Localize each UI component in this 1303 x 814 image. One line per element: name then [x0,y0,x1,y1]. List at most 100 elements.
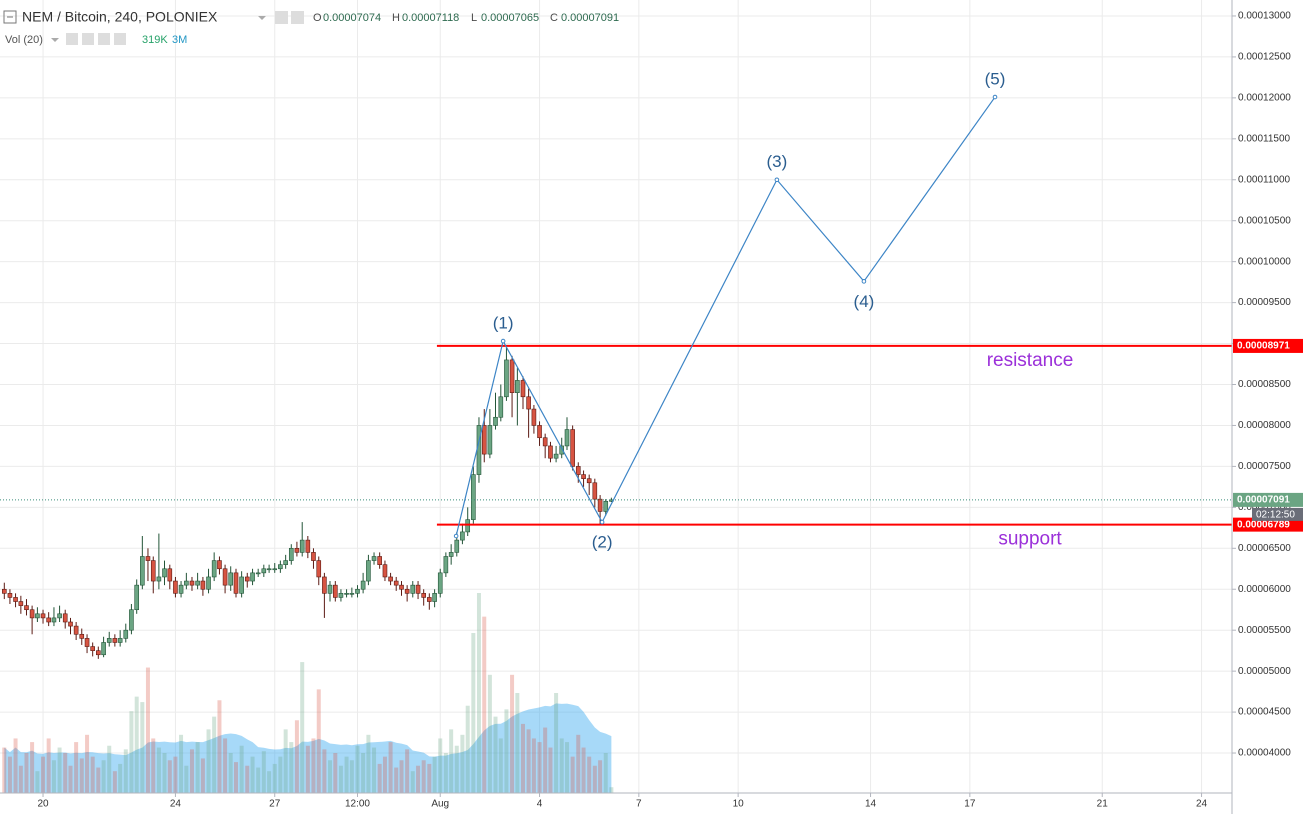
volume-bar [212,716,217,793]
volume-bar [416,765,421,793]
candle-body [2,588,7,594]
dropdown-icon[interactable] [51,38,59,42]
candle-body [377,556,382,565]
candle-body [586,478,592,484]
candle-body [189,580,195,586]
volume-bar [206,729,211,793]
candle-body [526,396,531,410]
volume-bar [283,729,288,793]
candle-body [145,556,151,561]
remove-icon[interactable] [114,33,126,45]
settings-icon[interactable] [275,11,288,24]
volume-bar [344,756,349,793]
x-tick-label: 4 [537,799,543,810]
volume-bar [349,760,354,793]
dropdown-icon[interactable] [258,16,266,20]
volume-bar [85,734,90,793]
volume-bar [79,758,84,793]
volume-bar [372,747,377,793]
candle-body [222,568,228,586]
candle-body [415,584,421,594]
volume-bar [311,738,316,793]
candle-body [51,617,57,623]
volume-bar [2,747,7,793]
y-tick-label: 0.00007000 [1238,502,1291,513]
candle-body [493,416,498,426]
candle-body [448,552,454,557]
candle-body [101,642,106,656]
candle-body [173,580,178,594]
volume-bar [449,729,454,793]
candle-body [388,576,393,582]
y-tick-label: 0.00012000 [1238,93,1291,104]
candle-body [150,560,156,582]
volume-bar [228,753,233,793]
candle-body [62,613,68,623]
candle-body [272,568,278,571]
volume-bar [101,760,106,793]
volume-bar [394,767,399,793]
candle-body [393,580,399,586]
volume-bar [487,674,492,793]
candle-body [316,560,322,578]
add-icon[interactable] [98,33,110,45]
candle-body [283,560,288,565]
volume-bar [316,689,321,793]
volume-bar [526,729,531,793]
x-tick-label: 24 [1196,799,1208,810]
wave-label: (1) [493,314,514,333]
volume-bar [24,753,29,793]
volume-bar [134,696,139,793]
volume-bar [300,662,305,793]
candle-body [266,568,272,571]
candle-body [410,584,416,594]
y-tick-label: 0.00009500 [1238,297,1291,308]
format-icon[interactable] [291,11,304,24]
volume-bar [156,747,161,793]
volume-bar [30,742,35,793]
level-label: support [998,529,1062,550]
candle-body [542,437,548,447]
y-tick-label: 0.00005500 [1238,625,1291,636]
candle-body [476,425,482,475]
candle-body [327,584,333,594]
volume-bar [355,745,360,793]
volume-bar [565,742,570,793]
y-tick-label: 0.00012500 [1238,52,1291,63]
candle-body [399,584,404,590]
candle-body [239,576,244,594]
collapse-icon[interactable] [3,10,17,24]
x-tick-label: 24 [170,799,182,810]
countdown-tag [1252,507,1303,521]
volume-bar [267,771,272,793]
volume-bar [35,771,40,793]
volume-bar [328,760,333,793]
price-tag-label: 0.00008971 [1237,341,1290,352]
candle-body [437,572,443,594]
candle-body [515,380,520,393]
wave-label: (5) [985,70,1006,89]
volume-bar [322,749,327,793]
x-tick-label: 17 [964,799,976,810]
candle-body [167,568,173,582]
volume-bar [151,738,156,793]
candle-body [228,572,234,586]
settings-icon[interactable] [82,33,94,45]
price-tag [1233,492,1303,507]
ohlc-label: C [550,12,558,24]
x-tick-label: 27 [269,799,281,810]
candle-body [211,560,217,578]
visibility-icon[interactable] [66,33,78,45]
ohlc-label: O [313,12,322,24]
volume-bar [438,738,443,793]
volume-bar [603,753,608,793]
volume-bar [46,738,51,793]
candle-body [79,633,85,639]
y-tick-label: 0.00004000 [1238,748,1291,759]
y-tick-label: 0.00008000 [1238,420,1291,431]
candle-body [581,474,586,479]
x-tick-label: 7 [636,799,642,810]
y-tick-label: 0.00010500 [1238,215,1291,226]
price-tag [1233,338,1303,353]
